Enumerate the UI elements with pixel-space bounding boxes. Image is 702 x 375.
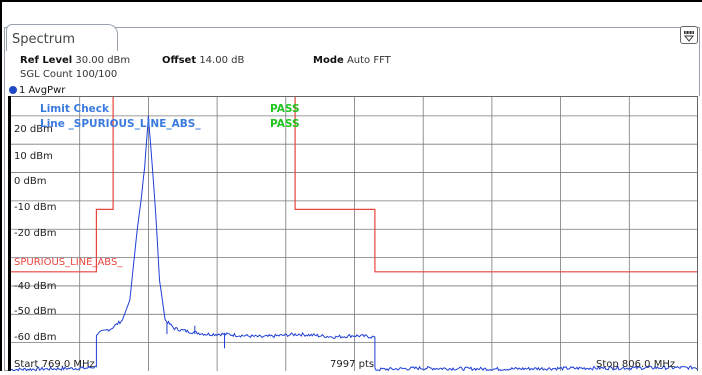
y-tick-label: -40 dBm — [14, 281, 57, 292]
y-tick-label: -10 dBm — [14, 202, 57, 213]
offset-readout: Offset 14.00 dB — [162, 55, 244, 66]
window-frame-top — [0, 0, 702, 2]
limit-check-title: Limit Check — [40, 103, 110, 115]
ref-level-value: 30.00 dBm — [75, 55, 131, 66]
y-tick-label: -60 dBm — [14, 332, 57, 343]
y-tick-label: -20 dBm — [14, 228, 57, 239]
limit-check-result: PASS — [270, 103, 300, 115]
spectrum-plot-area[interactable] — [8, 96, 700, 371]
limit-line-result: PASS — [270, 118, 300, 130]
ref-level-readout: Ref Level 30.00 dBm — [20, 55, 130, 66]
menu-grid-icon — [683, 31, 695, 42]
sgl-count: SGL Count 100/100 — [20, 69, 118, 80]
offset-label: Offset — [162, 55, 197, 66]
plot-left-bar — [8, 96, 11, 371]
mode-value: Auto FFT — [346, 55, 391, 66]
y-tick-label: 20 dBm — [14, 124, 53, 135]
spectrum-trace — [10, 115, 699, 372]
y-tick-label: -50 dBm — [14, 306, 57, 317]
trace-indicator-dot — [9, 86, 17, 94]
mode-readout: Mode Auto FFT — [313, 55, 391, 66]
plot-border — [8, 96, 698, 371]
limit-line-tag: SPURIOUS_LINE_ABS_ — [14, 257, 123, 268]
offset-value: 14.00 dB — [199, 55, 245, 66]
start-frequency: Start 769.0 MHz — [14, 359, 95, 370]
limit-line-name: Line _SPURIOUS_LINE_ABS_ — [40, 118, 201, 130]
mode-label: Mode — [313, 55, 344, 66]
tab-spectrum[interactable] — [6, 24, 118, 51]
y-tick-label: 10 dBm — [14, 151, 53, 162]
window-frame-left — [0, 0, 2, 371]
y-tick-label: 0 dBm — [14, 176, 47, 187]
panel-menu-button[interactable] — [680, 26, 698, 44]
tab-underline-gap — [7, 50, 117, 52]
stop-frequency: Stop 806.0 MHz — [596, 359, 676, 370]
sweep-points: 7997 pts — [330, 359, 375, 370]
spectrum-chart-svg — [10, 95, 699, 372]
spectrum-chart — [8, 95, 700, 372]
trace-label: 1 AvgPwr — [9, 85, 65, 96]
tab-spectrum-label: Spectrum — [12, 32, 75, 47]
ref-level-label: Ref Level — [20, 55, 73, 66]
trace-name: 1 AvgPwr — [19, 85, 66, 96]
